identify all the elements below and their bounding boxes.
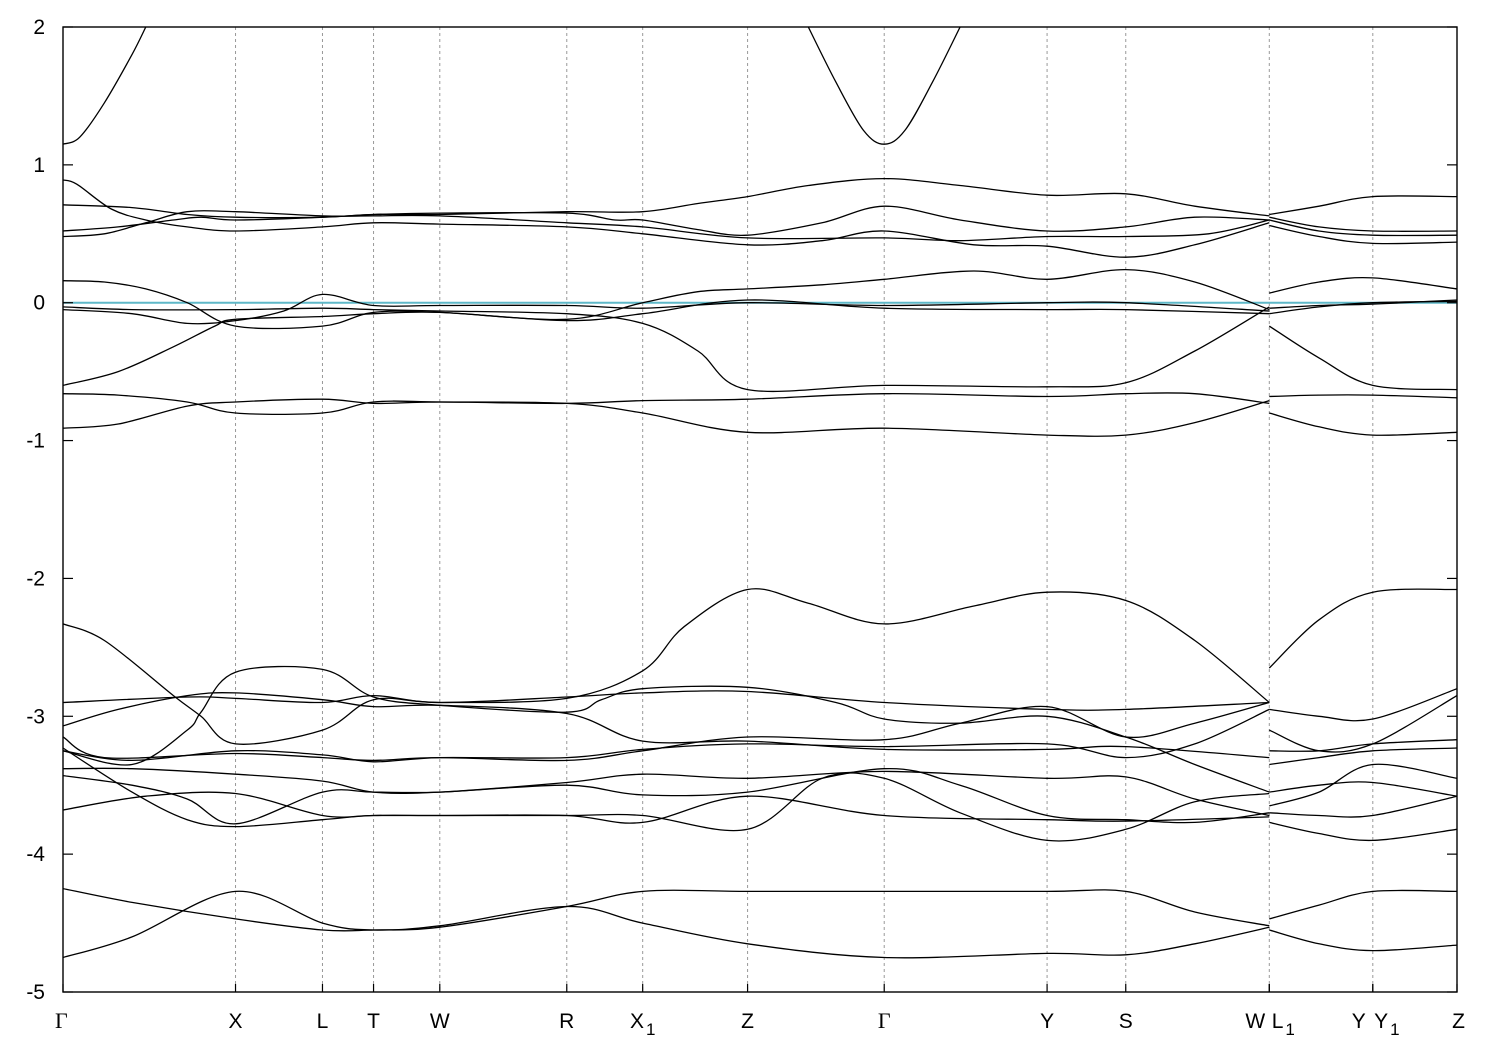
- y-tick-label: -3: [26, 705, 45, 728]
- band-line-35: [63, 768, 1270, 825]
- band-line-22: [1269, 412, 1457, 436]
- band-line-3: [63, 179, 1270, 258]
- band-line-19: [63, 393, 1270, 437]
- y-axis: -5 -4 -3 -2 -1 0 1 2: [26, 16, 1457, 1004]
- band-line-37: [63, 747, 1270, 828]
- band-line-30: [1269, 688, 1457, 722]
- band-line-20: [63, 392, 1270, 429]
- kpoint-label: T: [367, 1010, 380, 1033]
- band-line-6: [63, 210, 1270, 242]
- band-line-40: [1269, 821, 1457, 842]
- y-tick-label: -2: [26, 567, 45, 590]
- kpoint-label: Z: [1452, 1010, 1465, 1033]
- band-line-15: [1269, 277, 1457, 294]
- band-line-1: [63, 27, 147, 145]
- grid-layer: [235, 27, 1374, 992]
- y-tick-label: 1: [33, 154, 45, 177]
- band-line-18: [1268, 325, 1457, 391]
- band-line-38: [1269, 781, 1457, 797]
- band-line-2: [807, 27, 961, 145]
- band-line-26: [63, 690, 1270, 711]
- kpoint-label: Y: [1352, 1010, 1366, 1033]
- kpoint-label: L: [317, 1010, 329, 1033]
- band-line-33: [1269, 747, 1457, 766]
- band-line-12: [63, 293, 1270, 325]
- band-line-24: [1268, 588, 1457, 669]
- band-line-23: [63, 588, 1270, 745]
- band-line-34: [63, 767, 1270, 817]
- band-line-45: [1269, 929, 1457, 952]
- kpoint-label: Y: [1040, 1010, 1054, 1033]
- band-line-31: [1269, 695, 1457, 753]
- band-line-36: [63, 772, 1270, 842]
- plot-frame: [62, 26, 1458, 993]
- y-tick-label: -5: [26, 981, 45, 1004]
- y-tick-label: 2: [33, 16, 45, 39]
- y-tick-label: -4: [26, 843, 45, 866]
- band-line-32: [1269, 739, 1457, 752]
- band-line-9: [1269, 219, 1457, 237]
- band-line-27: [63, 665, 1270, 793]
- band-line-28: [63, 701, 1270, 762]
- band-line-21: [1269, 394, 1457, 399]
- band-line-11: [63, 268, 1270, 330]
- band-line-5: [63, 205, 1270, 237]
- band-line-17: [1269, 299, 1457, 309]
- band-line-44: [1269, 889, 1457, 920]
- band-line-7: [1269, 195, 1457, 216]
- band-line-43: [63, 890, 1270, 959]
- kpoint-label: W: [430, 1010, 450, 1033]
- band-line-29: [63, 708, 1270, 763]
- kpoint-label: W: [1245, 1010, 1265, 1033]
- band-line-10: [1269, 224, 1457, 245]
- y-tick-label: -1: [26, 430, 45, 453]
- y-tick-label: 0: [33, 292, 45, 315]
- kpoint-label: Z: [741, 1010, 754, 1033]
- band-line-41: [1269, 763, 1457, 807]
- kpoint-label: Γ: [878, 1008, 891, 1033]
- kpoint-label: Γ: [55, 1008, 68, 1033]
- kpoint-label: R: [559, 1010, 574, 1033]
- band-line-14: [63, 299, 1270, 387]
- band-line-39: [1269, 795, 1457, 818]
- kpoint-label: S: [1119, 1010, 1133, 1033]
- band-line-13: [63, 306, 1270, 393]
- band-layer: [63, 27, 1457, 959]
- band-line-42: [63, 887, 1270, 932]
- kpoint-label: X: [229, 1010, 243, 1033]
- band-line-4: [63, 177, 1270, 219]
- band-line-8: [1269, 216, 1457, 232]
